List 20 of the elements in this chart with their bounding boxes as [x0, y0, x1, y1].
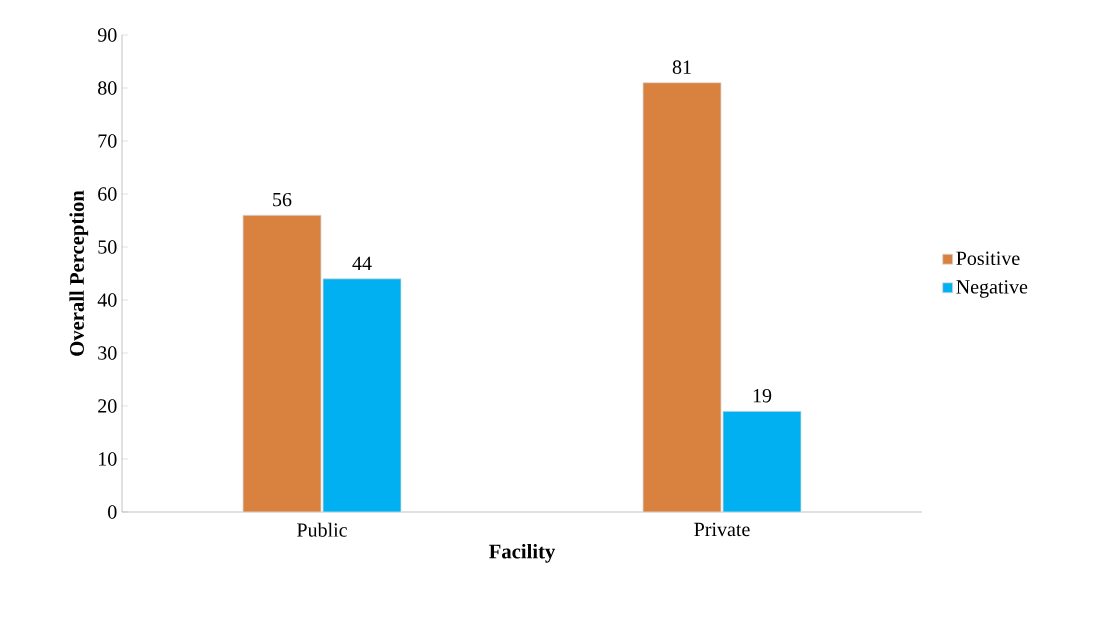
data-label: 44 [352, 256, 372, 270]
y-tick-label: 50 [98, 240, 117, 254]
legend-label: Positive [956, 251, 1020, 266]
y-tick-label: 10 [99, 452, 117, 466]
y-tick-label: 80 [98, 81, 117, 95]
legend-label: Negative [956, 280, 1028, 298]
data-label: 81 [672, 60, 691, 74]
y-tick-label: 60 [98, 187, 117, 201]
y-tick-label: 40 [97, 293, 117, 307]
y-tick-label: 20 [98, 399, 117, 413]
y-tick-label: 90 [97, 28, 117, 42]
data-label: 56 [273, 192, 292, 207]
x-axis-title: Facility [489, 543, 556, 563]
x-tick-label: Private [694, 522, 750, 537]
y-tick-label: 0 [108, 505, 117, 519]
y-tick-label: 70 [98, 134, 117, 148]
x-tick-label: Public [297, 522, 347, 537]
y-axis-title: Overall Perception [69, 190, 89, 356]
y-tick-label: 30 [98, 346, 117, 360]
data-label: 19 [753, 389, 772, 403]
